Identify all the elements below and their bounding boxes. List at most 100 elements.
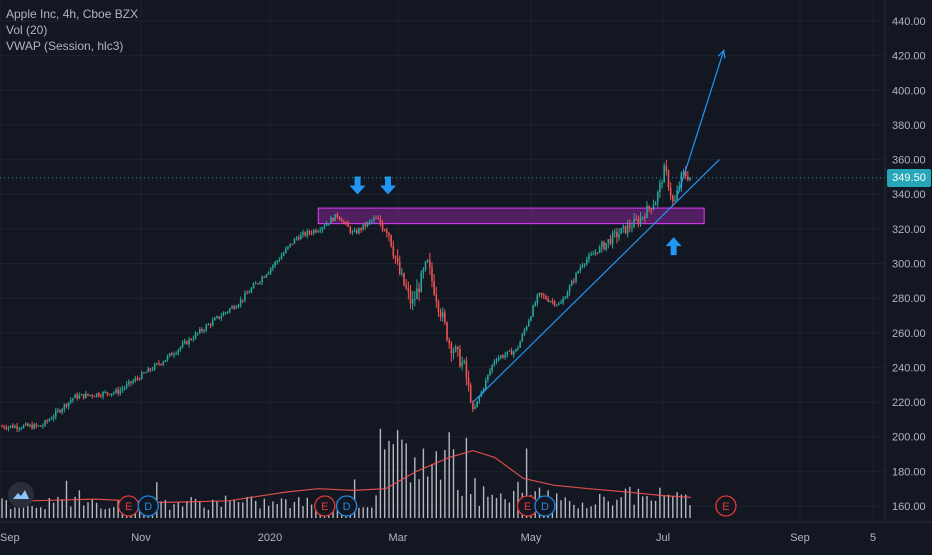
candle-body xyxy=(652,205,655,210)
candle-body xyxy=(261,277,263,282)
candle-body xyxy=(237,304,240,307)
volume-bar xyxy=(276,504,278,518)
candle-body xyxy=(605,242,607,250)
projection-arrow-head[interactable] xyxy=(717,49,726,59)
volume-ma-line xyxy=(30,449,692,504)
candle-body xyxy=(82,394,85,399)
candle-body xyxy=(164,359,167,363)
candle-body xyxy=(676,190,678,200)
resistance-zone[interactable] xyxy=(317,207,705,225)
earnings-marker[interactable] xyxy=(314,495,336,517)
candle-body xyxy=(371,220,373,222)
volume-bar xyxy=(224,495,227,518)
volume-bar xyxy=(388,440,390,518)
y-tick-label: 320.00 xyxy=(892,224,926,236)
legend-volume[interactable]: Vol (20) xyxy=(6,23,48,37)
candle-body xyxy=(687,176,689,180)
volume-bar xyxy=(272,501,274,518)
projection-arrow-line[interactable] xyxy=(677,50,725,195)
candle-body xyxy=(659,182,661,192)
candle-body xyxy=(48,419,51,422)
volume-bar xyxy=(293,501,296,518)
candle-body xyxy=(293,238,296,244)
candle-body xyxy=(538,292,541,295)
candle-body xyxy=(125,383,128,388)
arrow-down-icon[interactable] xyxy=(380,176,397,195)
volume-bar xyxy=(594,504,597,518)
volume-bar xyxy=(220,506,222,518)
candle-body xyxy=(278,259,281,261)
candle-body xyxy=(553,301,556,306)
candle-body xyxy=(78,395,81,399)
candle-body xyxy=(16,425,18,429)
candle-body xyxy=(63,404,66,410)
candle-body xyxy=(302,232,304,235)
volume-bar xyxy=(353,479,356,518)
candle-body xyxy=(622,225,625,229)
candle-body xyxy=(89,395,91,397)
candle-body xyxy=(280,255,283,260)
candle-body xyxy=(463,360,466,363)
candle-body xyxy=(295,237,298,239)
candle-body xyxy=(113,392,115,394)
candle-body xyxy=(269,268,272,273)
candle-body xyxy=(246,293,248,295)
volume-bar xyxy=(14,507,16,518)
volume-bar xyxy=(190,497,192,518)
resistance-zone-layer[interactable] xyxy=(317,207,705,225)
candle-body xyxy=(534,303,536,306)
y-tick-label: 360.00 xyxy=(892,155,926,167)
candle-body xyxy=(254,283,257,285)
candle-body xyxy=(282,252,285,256)
volume-bar xyxy=(1,498,3,518)
candle-body xyxy=(383,229,386,231)
volume-bar xyxy=(263,498,265,518)
candle-body xyxy=(259,281,261,284)
candle-body xyxy=(358,228,360,234)
candle-body xyxy=(171,353,173,356)
volume-bar xyxy=(83,505,85,518)
candle-body xyxy=(635,218,638,220)
logo-icon[interactable] xyxy=(8,482,34,508)
volume-bar xyxy=(203,507,205,518)
volume-bar xyxy=(616,499,618,518)
dividend-label: D xyxy=(144,501,152,513)
drawing-layer[interactable] xyxy=(349,49,726,403)
volume-bar xyxy=(285,499,287,518)
candle-body xyxy=(70,400,72,403)
candle-body xyxy=(138,378,141,380)
volume-bar xyxy=(177,502,179,518)
candle-body xyxy=(448,340,450,344)
candle-body xyxy=(304,232,306,236)
candle-body xyxy=(222,313,225,317)
volume-bar xyxy=(470,494,472,518)
dividend-marker[interactable] xyxy=(137,495,159,517)
candle-body xyxy=(656,191,659,203)
volume-bar xyxy=(568,500,571,518)
dividend-marker[interactable] xyxy=(534,495,556,517)
volume-bar xyxy=(414,457,416,518)
legend-symbol[interactable]: Apple Inc, 4h, Cboe BZX xyxy=(6,7,139,21)
candle-body xyxy=(3,426,5,428)
arrow-up-icon[interactable] xyxy=(665,237,682,256)
dividend-marker[interactable] xyxy=(335,495,358,517)
volume-bar xyxy=(396,430,399,518)
candle-body xyxy=(35,424,38,426)
candle-body xyxy=(37,425,40,427)
dividend-label: D xyxy=(541,501,549,513)
earnings-marker[interactable] xyxy=(715,495,737,517)
candle-body xyxy=(661,182,663,184)
volume-bar xyxy=(61,499,63,518)
arrow-down-icon[interactable] xyxy=(349,176,366,195)
candle-body xyxy=(102,392,104,397)
legend-vwap[interactable]: VWAP (Session, hlc3) xyxy=(6,39,124,53)
current-price-badge: 349.50 xyxy=(887,168,931,187)
volume-bar xyxy=(207,509,210,518)
trendline[interactable] xyxy=(472,159,720,403)
volume-bar xyxy=(70,506,72,518)
candle-body xyxy=(373,217,375,221)
volume-bar xyxy=(306,497,308,518)
